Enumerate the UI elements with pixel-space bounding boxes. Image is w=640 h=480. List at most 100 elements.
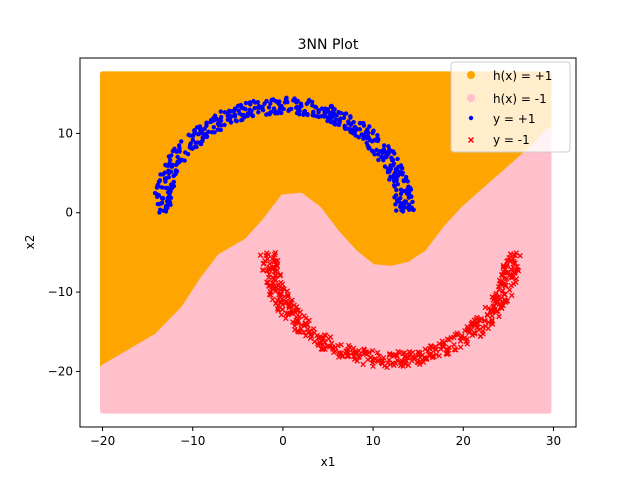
series-y-plus (152, 95, 416, 215)
point-y-minus (391, 352, 398, 359)
point-y-minus (267, 288, 274, 295)
point-y-minus (266, 283, 273, 289)
point-y-minus (405, 362, 412, 369)
point-y-minus (277, 271, 283, 278)
point-y-plus (406, 195, 412, 200)
point-y-minus (421, 354, 428, 361)
point-y-plus (204, 134, 210, 139)
point-y-minus (506, 287, 513, 293)
point-y-minus (360, 361, 366, 368)
point-y-plus (170, 148, 176, 154)
point-y-minus (385, 360, 391, 366)
y-axis-ticks: −20 −10 0 10 (48, 126, 80, 378)
point-y-plus (166, 170, 171, 175)
point-y-minus (439, 338, 445, 344)
x-axis-ticks: −20 −10 0 10 20 30 (90, 427, 561, 448)
point-y-plus (405, 191, 410, 197)
legend-marker-y-plus (468, 115, 474, 121)
point-y-plus (172, 172, 177, 178)
point-y-minus (277, 291, 283, 298)
point-y-minus (469, 321, 476, 327)
point-y-minus (428, 343, 434, 349)
point-y-plus (171, 179, 177, 185)
point-y-plus (409, 205, 414, 210)
point-y-plus (331, 119, 337, 124)
point-y-minus (476, 317, 483, 323)
point-y-plus (370, 130, 375, 136)
point-y-plus (341, 115, 347, 120)
point-y-minus (266, 260, 273, 267)
point-y-plus (330, 110, 335, 115)
point-y-minus (446, 337, 452, 343)
series-y-minus (257, 249, 523, 371)
point-y-minus (336, 354, 342, 360)
point-y-minus (492, 292, 499, 298)
point-y-minus (474, 325, 480, 331)
point-y-minus (285, 292, 291, 298)
point-y-plus (177, 146, 182, 151)
y-tick-label: −10 (48, 285, 73, 299)
point-y-minus (451, 346, 458, 353)
point-y-plus (155, 201, 161, 207)
point-y-plus (348, 115, 353, 120)
point-y-minus (514, 266, 521, 273)
point-y-minus (288, 303, 294, 310)
point-y-plus (198, 141, 204, 147)
point-y-minus (489, 321, 496, 327)
point-y-minus (400, 350, 406, 357)
legend-marker-h-plus (467, 71, 475, 79)
point-y-minus (316, 335, 323, 341)
point-y-minus (326, 344, 333, 350)
point-y-minus (502, 297, 508, 304)
point-y-minus (367, 354, 374, 361)
point-y-minus (410, 354, 416, 360)
point-y-plus (159, 195, 165, 201)
point-y-plus (196, 132, 201, 137)
x-axis-label: x1 (321, 455, 336, 469)
x-tick-label: 20 (456, 434, 471, 448)
point-y-plus (163, 162, 168, 168)
point-y-minus (278, 298, 284, 305)
point-y-minus (269, 296, 276, 303)
point-y-plus (216, 118, 222, 123)
point-y-plus (295, 98, 300, 104)
point-y-minus (343, 348, 349, 354)
point-y-minus (426, 352, 433, 359)
point-y-minus (500, 302, 507, 309)
point-y-minus (420, 359, 427, 366)
chart-title: 3NN Plot (298, 37, 359, 53)
point-y-minus (513, 250, 520, 256)
point-y-plus (155, 183, 160, 188)
point-y-plus (402, 201, 407, 206)
point-y-plus (212, 113, 218, 118)
point-y-plus (337, 121, 342, 126)
point-y-minus (266, 271, 272, 278)
point-y-minus (285, 299, 292, 306)
point-y-minus (395, 348, 401, 355)
point-y-minus (310, 326, 317, 332)
point-y-plus (342, 111, 347, 117)
point-y-minus (477, 333, 484, 339)
point-y-plus (385, 166, 390, 171)
point-y-minus (369, 360, 376, 366)
point-y-plus (218, 109, 224, 114)
plot-area (100, 71, 552, 414)
point-y-plus (245, 113, 250, 119)
point-y-minus (482, 317, 488, 324)
point-y-minus (321, 332, 328, 338)
point-y-plus (249, 108, 254, 114)
point-y-plus (269, 109, 274, 115)
point-y-plus (388, 163, 393, 168)
point-y-plus (256, 109, 261, 115)
point-y-plus (154, 192, 160, 197)
x-tick-label: 10 (365, 434, 380, 448)
point-y-plus (369, 148, 375, 153)
x-tick-label: −10 (180, 434, 205, 448)
point-y-plus (361, 120, 366, 126)
point-y-minus (513, 276, 520, 282)
point-y-minus (501, 267, 508, 273)
point-y-plus (211, 125, 217, 130)
point-y-minus (374, 349, 381, 356)
point-y-plus (186, 132, 191, 138)
point-y-minus (496, 277, 503, 284)
